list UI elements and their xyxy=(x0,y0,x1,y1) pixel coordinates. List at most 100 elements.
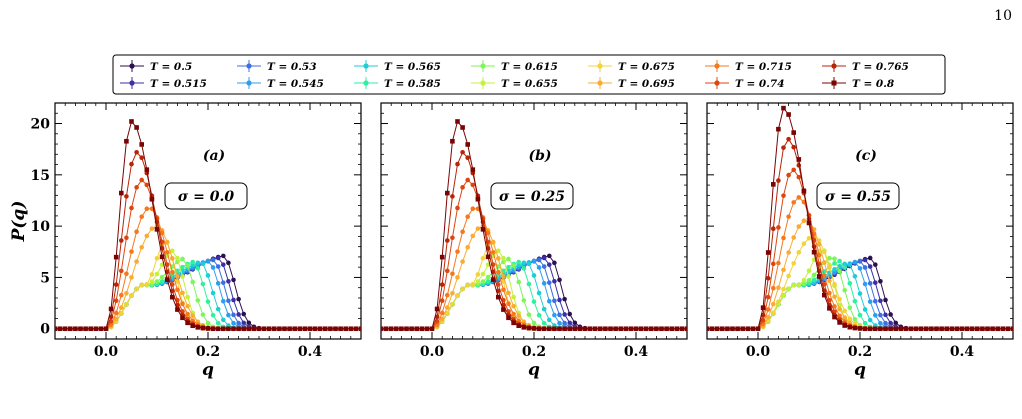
data-point xyxy=(445,292,450,298)
data-point xyxy=(893,320,898,326)
sigma-annotation: σ = 0.55 xyxy=(825,189,891,205)
data-point xyxy=(226,326,231,332)
x-axis-label: q xyxy=(528,360,540,380)
sigma-annotation: σ = 0.0 xyxy=(178,189,234,205)
data-point xyxy=(873,298,878,304)
data-point xyxy=(343,326,348,332)
data-point xyxy=(139,155,144,161)
data-point xyxy=(221,298,226,304)
page-number: 10 xyxy=(994,8,1012,24)
x-axis-label: q xyxy=(202,360,214,380)
data-point xyxy=(990,326,995,332)
data-point xyxy=(567,311,572,317)
data-point xyxy=(470,206,476,211)
data-point xyxy=(55,326,58,332)
data-point xyxy=(811,277,817,283)
data-point xyxy=(144,206,150,211)
legend-marker xyxy=(831,63,837,69)
data-point xyxy=(139,282,144,288)
data-point xyxy=(847,324,853,330)
legend-entry: T = 0.715 xyxy=(705,60,792,73)
data-point xyxy=(200,281,206,287)
legend-label: T = 0.565 xyxy=(384,61,441,73)
data-point xyxy=(806,268,812,274)
legend-marker xyxy=(363,80,369,86)
data-point xyxy=(465,142,470,147)
data-point xyxy=(720,326,725,332)
series-0.8 xyxy=(55,119,361,332)
data-point xyxy=(776,260,781,266)
data-point xyxy=(185,311,190,317)
data-point xyxy=(190,323,195,329)
data-point xyxy=(287,326,292,332)
data-point xyxy=(388,326,394,332)
data-point xyxy=(470,167,476,172)
data-point xyxy=(608,326,613,332)
data-point xyxy=(547,298,552,304)
data-point xyxy=(842,323,847,328)
data-point xyxy=(827,255,832,261)
data-point xyxy=(215,255,221,261)
data-point xyxy=(185,303,190,309)
data-point xyxy=(221,262,226,267)
data-point xyxy=(776,299,781,305)
data-point xyxy=(159,230,165,236)
data-point xyxy=(236,320,241,326)
data-point xyxy=(180,290,185,296)
data-point xyxy=(567,326,572,332)
data-point xyxy=(455,119,460,124)
data-point xyxy=(506,315,511,321)
data-point xyxy=(730,326,735,332)
data-point xyxy=(577,326,583,332)
legend-entry: T = 0.545 xyxy=(237,77,324,90)
data-point xyxy=(119,190,124,196)
data-point xyxy=(210,312,216,318)
data-point xyxy=(847,281,853,286)
data-point xyxy=(470,233,476,239)
data-point xyxy=(475,272,481,277)
data-point xyxy=(139,244,144,250)
data-point xyxy=(801,281,807,287)
data-point xyxy=(980,326,985,332)
data-point xyxy=(603,326,608,332)
data-point xyxy=(83,326,88,332)
data-point xyxy=(837,306,842,312)
data-point xyxy=(124,290,129,296)
data-point xyxy=(399,326,404,332)
data-point xyxy=(124,302,129,307)
data-point xyxy=(750,326,756,332)
data-point xyxy=(439,282,445,287)
data-point xyxy=(119,268,124,274)
data-point xyxy=(221,326,226,332)
panel-label: (c) xyxy=(855,148,877,164)
data-point xyxy=(592,326,598,332)
data-point xyxy=(312,326,318,332)
data-point xyxy=(419,326,425,332)
data-point xyxy=(129,205,134,211)
data-point xyxy=(506,264,511,270)
data-point xyxy=(557,320,562,326)
data-point xyxy=(598,326,603,332)
data-point xyxy=(842,265,847,270)
data-point xyxy=(587,326,593,332)
data-point xyxy=(822,273,827,278)
data-point xyxy=(934,326,939,332)
annotation-box xyxy=(490,182,574,210)
data-point xyxy=(837,296,842,302)
data-point xyxy=(918,326,924,332)
legend-marker xyxy=(714,80,720,86)
data-point xyxy=(842,315,847,320)
data-point xyxy=(516,313,521,318)
data-point xyxy=(557,312,562,318)
data-point xyxy=(521,266,527,271)
data-point xyxy=(562,312,567,317)
data-point xyxy=(995,326,1000,332)
data-point xyxy=(434,306,440,312)
data-point xyxy=(175,274,180,279)
data-point xyxy=(277,326,282,332)
data-point xyxy=(1005,326,1011,332)
data-point xyxy=(725,326,730,332)
data-point xyxy=(490,239,496,245)
data-point xyxy=(134,259,139,264)
data-point xyxy=(200,312,206,317)
